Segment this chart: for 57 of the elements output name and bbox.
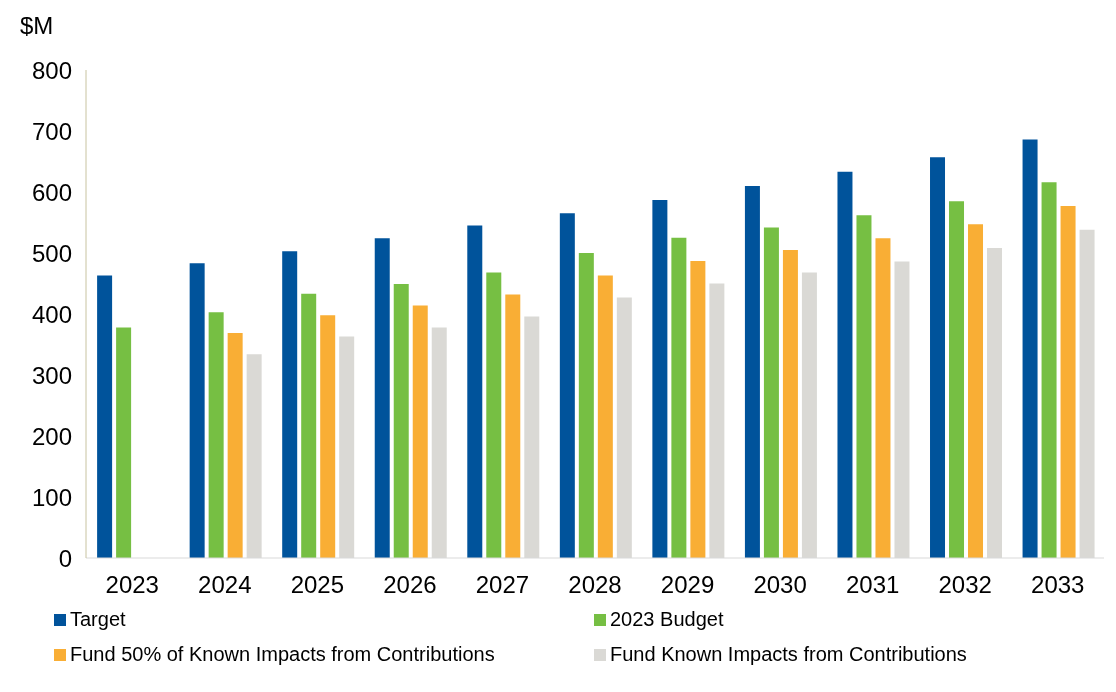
- bar: [393, 284, 409, 558]
- bar: [412, 305, 428, 558]
- x-tick-label: 2031: [845, 571, 900, 599]
- bar: [1041, 182, 1057, 558]
- y-tick-label: 400: [31, 300, 72, 328]
- bar: [374, 238, 390, 558]
- bar: [1022, 139, 1038, 558]
- x-tick-label: 2030: [753, 571, 807, 599]
- y-tick-label: 700: [31, 117, 72, 145]
- bar: [949, 201, 965, 558]
- bar: [837, 171, 853, 558]
- y-tick-label: 800: [31, 56, 72, 84]
- y-tick-label: 200: [31, 422, 72, 450]
- bar: [301, 293, 317, 558]
- bar: [97, 275, 113, 558]
- y-tick-label: 300: [31, 361, 72, 389]
- x-tick-label: 2025: [290, 571, 345, 599]
- bar: [320, 315, 336, 558]
- legend-label: Fund 50% of Known Impacts from Contributions: [70, 643, 495, 666]
- legend-label: 2023 Budget: [610, 608, 724, 631]
- bar: [597, 275, 613, 558]
- y-tick-label: 0: [58, 544, 72, 572]
- y-tick-label: 100: [31, 483, 72, 511]
- x-tick-label: 2023: [105, 571, 159, 599]
- y-tick-label: 600: [31, 178, 72, 206]
- y-axis-title: $M: [20, 12, 54, 40]
- bar: [189, 263, 205, 558]
- legend-label: Fund Known Impacts from Contributions: [610, 643, 967, 666]
- x-tick-label: 2033: [1031, 571, 1085, 599]
- x-tick-label: 2027: [475, 571, 530, 599]
- bar: [968, 224, 984, 558]
- bar: [1060, 206, 1076, 558]
- bar: [505, 294, 521, 558]
- bar: [486, 272, 502, 558]
- bar: [763, 227, 779, 558]
- bar: [116, 327, 132, 558]
- bar: [208, 312, 224, 558]
- x-tick-label: 2032: [938, 571, 992, 599]
- legend-label: Target: [70, 608, 126, 631]
- x-tick-label: 2028: [568, 571, 622, 599]
- bar: [559, 213, 575, 558]
- x-tick-label: 2029: [660, 571, 715, 599]
- bar: [227, 332, 243, 558]
- bar: [671, 237, 687, 558]
- x-tick-label: 2026: [383, 571, 437, 599]
- bar: [282, 251, 298, 558]
- x-tick-label: 2024: [198, 571, 252, 599]
- bar: [782, 249, 798, 558]
- bar: [875, 238, 891, 558]
- bar: [467, 225, 483, 558]
- y-tick-label: 500: [31, 239, 72, 267]
- bar: [856, 215, 872, 558]
- bar: [744, 185, 760, 558]
- bar: [690, 260, 706, 558]
- bar: [652, 199, 668, 558]
- bar: [930, 157, 946, 558]
- bar: [578, 253, 594, 558]
